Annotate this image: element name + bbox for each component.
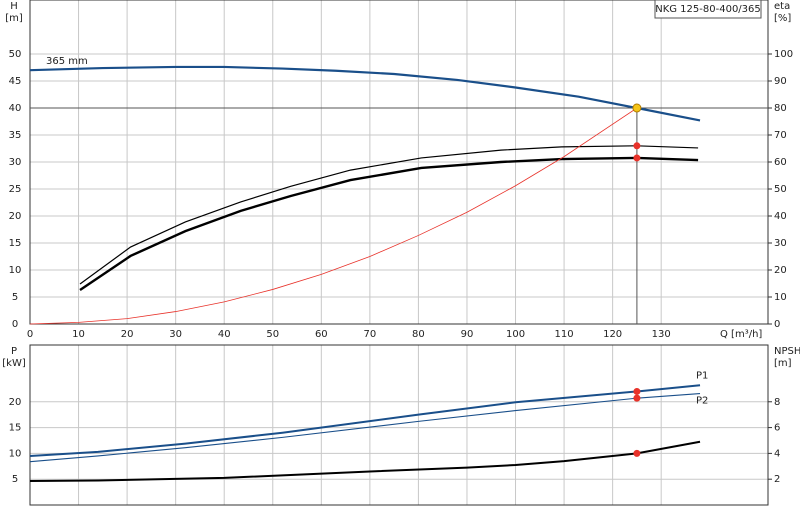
y-tick-label: 25 [9,184,22,195]
y-tick-label: 5 [12,292,18,303]
curve [29,65,701,122]
x-tick-label: 40 [218,329,231,340]
series-label: P1 [696,370,708,381]
y-tick-label: 45 [9,76,22,87]
y2-axis-unit: [%] [774,13,791,24]
y2-tick-label: 4 [774,448,780,459]
y-tick-label: 10 [9,448,22,459]
plot-frame [29,344,769,506]
curve [29,384,701,457]
x-tick-label: 10 [72,329,85,340]
x-axis-label: Q [m³/h] [720,329,762,340]
curve [29,107,638,325]
y2-tick-label: 10 [774,292,787,303]
x-tick-label: 110 [555,329,574,340]
y2-tick-label: 0 [774,319,780,330]
curve [29,440,701,482]
y2-tick-label: 70 [774,130,787,141]
y2-tick-label: 90 [774,76,787,87]
y2-tick-label: 20 [774,265,787,276]
curve [79,156,699,291]
y-axis-unit: [kW] [2,358,26,369]
y-tick-label: 5 [12,474,18,485]
y2-tick-label: 40 [774,211,787,222]
x-tick-label: 50 [266,329,279,340]
y-tick-label: 15 [9,238,22,249]
y-tick-label: 15 [9,423,22,434]
x-tick-label: 90 [461,329,474,340]
x-tick-label: 80 [412,329,425,340]
y-tick-label: 20 [9,397,22,408]
y2-axis-label: NPSH [774,346,800,357]
y-tick-label: 30 [9,157,22,168]
curve [79,145,699,285]
duty-point [633,394,641,402]
y2-tick-label: 80 [774,103,787,114]
duty-point [633,449,641,457]
y-axis-label: H [10,1,18,12]
y-tick-label: 10 [9,265,22,276]
y2-tick-label: 60 [774,157,787,168]
x-tick-label: 130 [652,329,671,340]
x-tick-label: 120 [603,329,622,340]
curve [29,392,701,463]
plot-frame [29,0,769,325]
y-axis-unit: [m] [5,13,23,24]
series-label: P2 [696,396,708,407]
y2-axis-unit: [m] [774,358,792,369]
duty-point [633,387,641,395]
x-tick-label: 30 [169,329,182,340]
y2-tick-label: 50 [774,184,787,195]
y2-axis-label: eta [774,1,790,12]
y2-tick-label: 8 [774,397,780,408]
y2-tick-label: 100 [774,49,793,60]
title-box [654,0,762,19]
y-tick-label: 0 [12,319,18,330]
x-tick-label: 0 [27,329,33,340]
duty-point [633,154,641,162]
y2-tick-label: 6 [774,423,780,434]
x-tick-label: 20 [121,329,134,340]
x-tick-label: 60 [315,329,328,340]
y-tick-label: 35 [9,130,22,141]
duty-point [633,142,641,150]
series-label: 365 mm [46,56,88,67]
x-tick-label: 70 [364,329,377,340]
y-axis-label: P [11,346,17,357]
x-tick-label: 100 [506,329,525,340]
y-tick-label: 50 [9,49,22,60]
y-tick-label: 40 [9,103,22,114]
chart-title: NKG 125-80-400/365 [655,4,761,15]
y2-tick-label: 30 [774,238,787,249]
y2-tick-label: 2 [774,474,780,485]
operating-point [632,103,642,113]
y-tick-label: 20 [9,211,22,222]
